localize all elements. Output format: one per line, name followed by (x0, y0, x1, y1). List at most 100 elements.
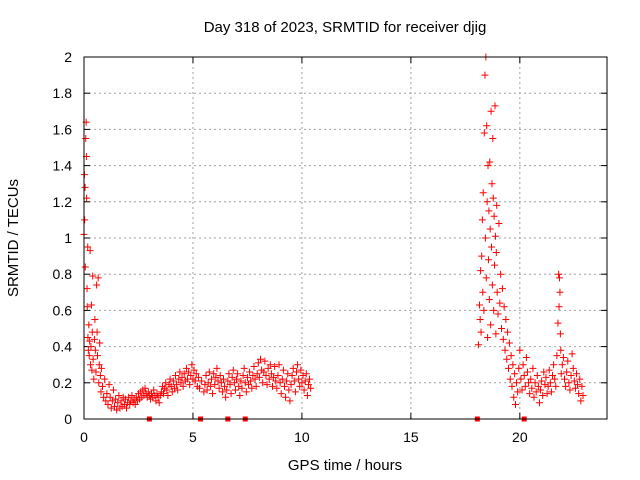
data-point (528, 384, 536, 392)
data-point (484, 162, 492, 170)
data-point (579, 391, 587, 399)
data-point (551, 375, 559, 383)
data-point (283, 377, 291, 385)
data-point (246, 368, 254, 376)
data-point (216, 372, 224, 380)
data-point (82, 134, 90, 142)
grid (84, 57, 607, 419)
data-point (521, 382, 529, 390)
data-point (262, 372, 270, 380)
data-point (546, 379, 554, 387)
data-point (483, 122, 491, 130)
data-point (174, 386, 182, 394)
data-point (275, 361, 283, 369)
y-tick-label: 0 (64, 411, 72, 427)
data-point (280, 382, 288, 390)
data-point (568, 350, 576, 358)
data-point (477, 328, 485, 336)
data-point (276, 379, 284, 387)
data-point (217, 379, 225, 387)
data-point (491, 261, 499, 269)
data-point (507, 352, 515, 360)
data-point (252, 382, 260, 390)
data-point (81, 216, 89, 224)
data-point (90, 375, 98, 383)
data-point (567, 372, 575, 380)
data-point (558, 361, 566, 369)
data-point (282, 393, 290, 401)
data-point (555, 274, 563, 282)
data-point (186, 381, 194, 389)
data-point (206, 382, 214, 390)
data-point (495, 220, 503, 228)
y-tick-label: 0.6 (53, 302, 73, 318)
data-point (95, 361, 103, 369)
data-point (277, 390, 285, 398)
data-point (270, 373, 278, 381)
data-point (533, 372, 541, 380)
data-point (211, 381, 219, 389)
data-point (491, 232, 499, 240)
data-point (284, 370, 292, 378)
data-point (478, 252, 486, 260)
data-point (474, 341, 482, 349)
data-point (302, 370, 310, 378)
data-point (194, 373, 202, 381)
data-point (484, 256, 492, 264)
data-point (167, 382, 175, 390)
data-point (103, 390, 111, 398)
data-point (233, 375, 241, 383)
data-point (166, 375, 174, 383)
data-point (514, 388, 522, 396)
data-point (107, 404, 115, 412)
data-point (155, 399, 163, 407)
y-tick-label: 1.6 (53, 121, 73, 137)
data-point (95, 379, 103, 387)
data-point (108, 397, 116, 405)
data-point (556, 330, 564, 338)
data-point (489, 134, 497, 142)
data-point (150, 386, 158, 394)
data-point (141, 384, 149, 392)
data-point (263, 381, 271, 389)
data-point (505, 364, 513, 372)
data-point (253, 370, 261, 378)
data-point (177, 379, 185, 387)
data-point (241, 379, 249, 387)
data-point (295, 375, 303, 383)
data-point (476, 315, 484, 323)
data-point (488, 281, 496, 289)
data-point (490, 306, 498, 314)
data-point (496, 299, 504, 307)
data-point (555, 270, 563, 278)
data-point (273, 384, 281, 392)
y-axis-label: SRMTID / TECUs (5, 179, 22, 297)
data-point (479, 189, 487, 197)
data-point (173, 381, 181, 389)
data-point (303, 391, 311, 399)
data-point (498, 285, 506, 293)
data-point (175, 375, 183, 383)
y-tick-label: 0.4 (53, 339, 73, 355)
data-point (113, 406, 121, 414)
data-point (481, 71, 489, 79)
data-point (490, 212, 498, 220)
data-point (525, 379, 533, 387)
data-point (575, 390, 583, 398)
data-point (125, 393, 133, 401)
data-point (230, 379, 238, 387)
data-point (207, 375, 215, 383)
data-point (85, 352, 93, 360)
data-point (93, 281, 101, 289)
data-point (81, 263, 89, 271)
data-point (204, 379, 212, 387)
data-point (172, 372, 180, 380)
data-point (480, 129, 488, 137)
data-point (219, 375, 227, 383)
data-point (493, 201, 501, 209)
data-point (236, 391, 244, 399)
axis-ticks: 00.20.40.60.811.21.41.61.820 5 10 15 20 (53, 49, 607, 445)
y-tick-label: 1.8 (53, 85, 73, 101)
data-point (287, 381, 295, 389)
